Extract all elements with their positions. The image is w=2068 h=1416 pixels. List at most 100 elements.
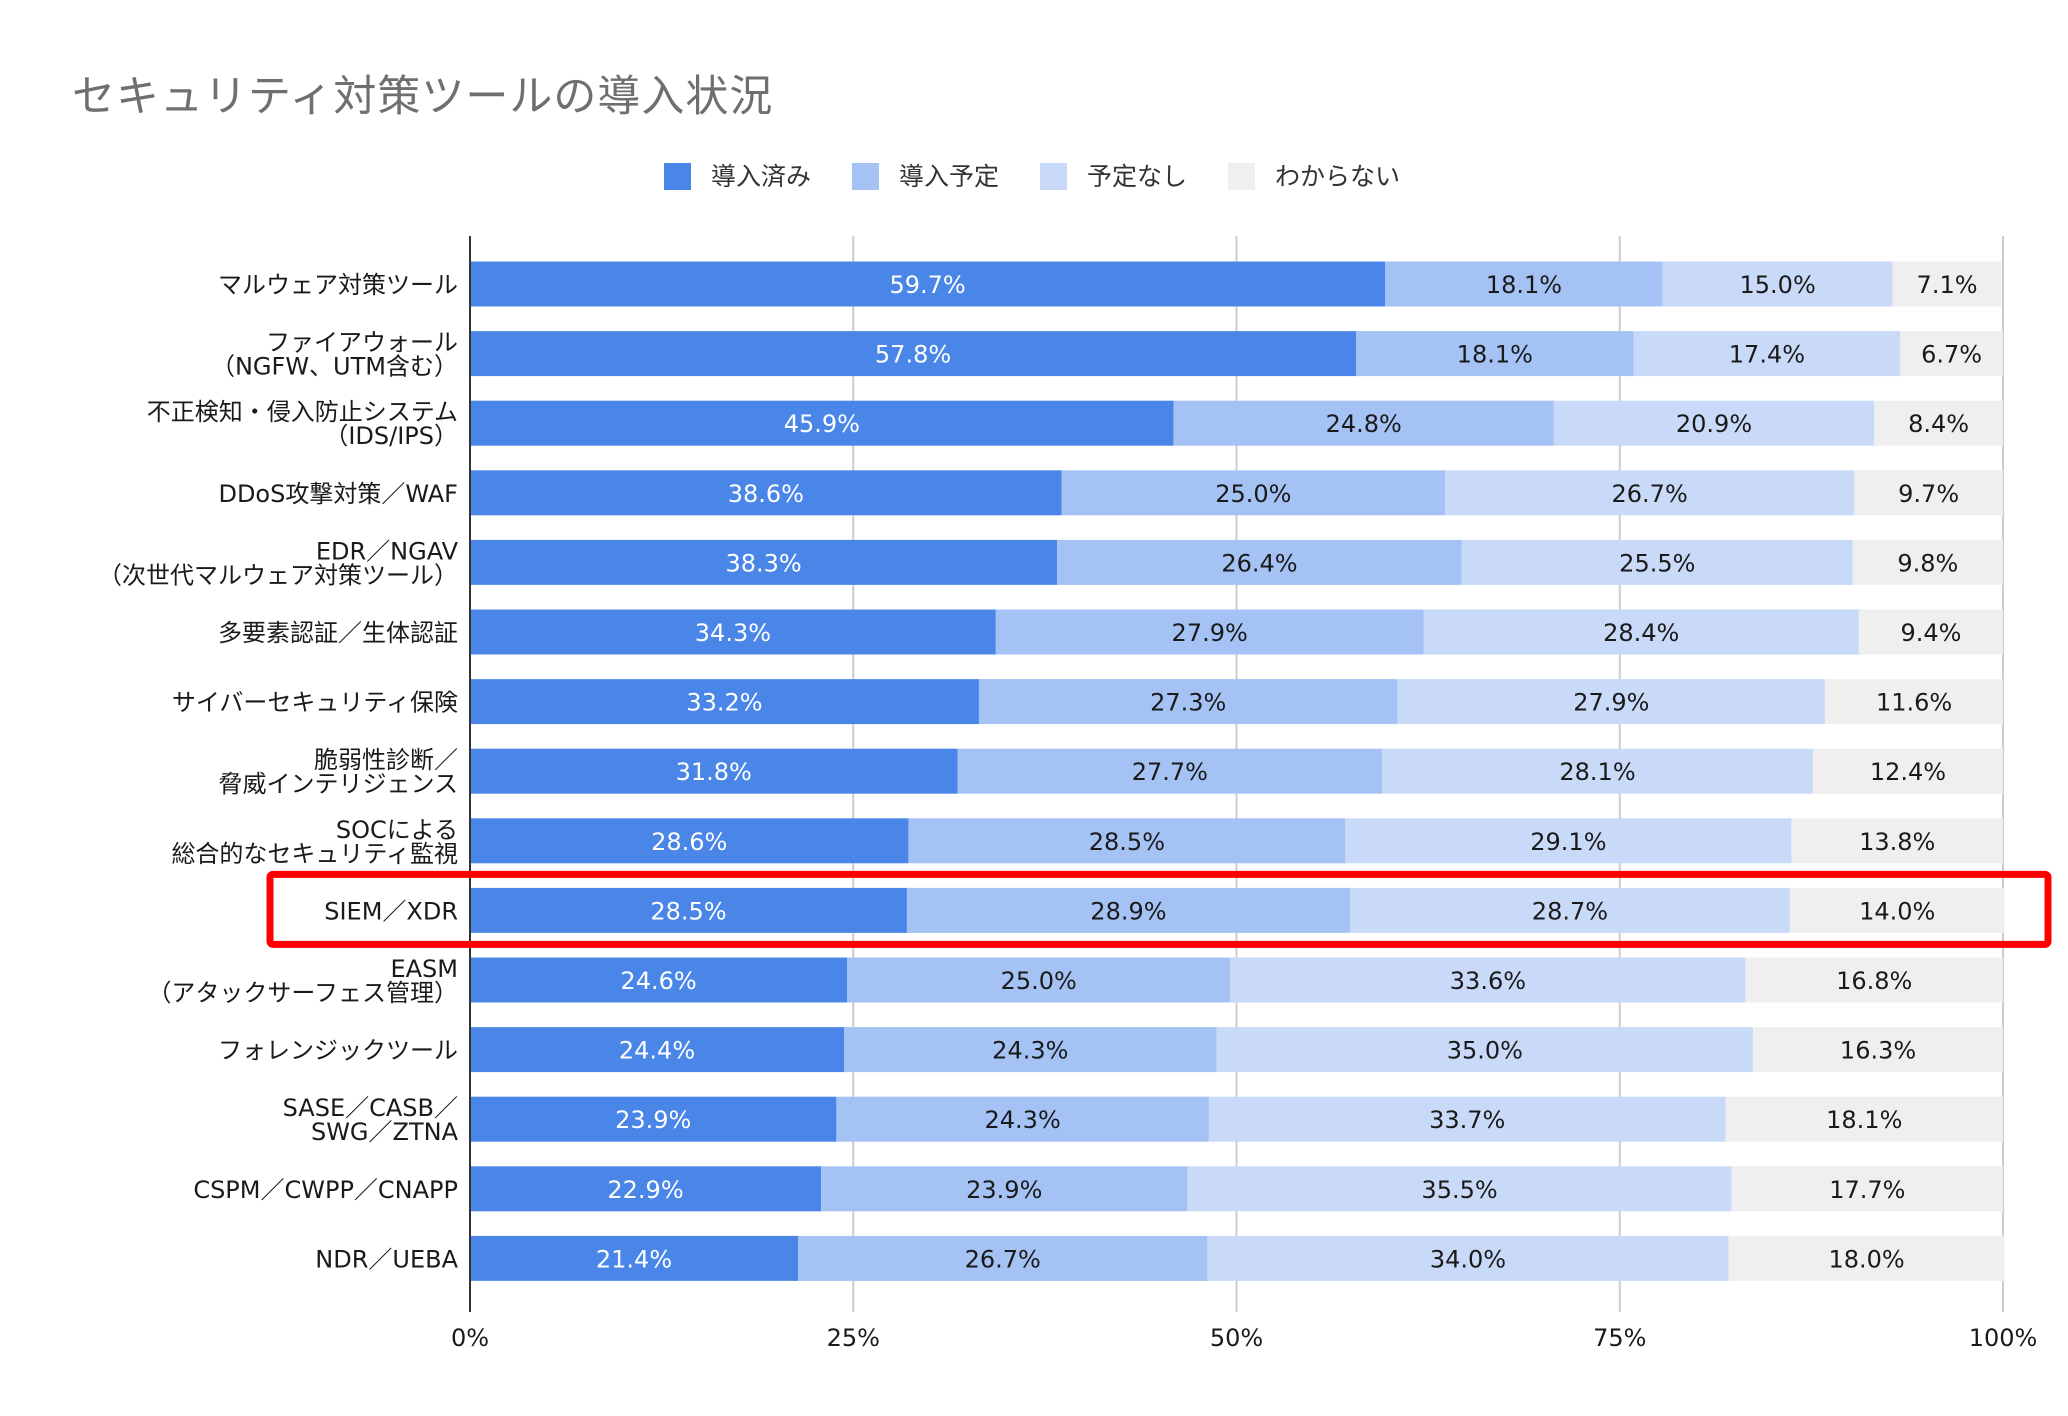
- bar-segment: [470, 1027, 845, 1073]
- legend-swatch: [1040, 163, 1067, 190]
- data-label: 33.2%: [686, 689, 762, 717]
- category-label: サイバーセキュリティ保険: [172, 689, 458, 717]
- bar-segment: [470, 957, 848, 1003]
- category-label: DDoS攻撃対策／WAF: [218, 480, 458, 508]
- data-label: 18.0%: [1828, 1245, 1904, 1273]
- data-label: 6.7%: [1921, 341, 1982, 369]
- bar-segment: [995, 609, 1424, 655]
- category-label: （次世代マルウェア対策ツール）: [98, 561, 458, 589]
- data-label: 35.5%: [1421, 1176, 1497, 1204]
- legend-swatch: [852, 163, 879, 190]
- data-label: 59.7%: [889, 271, 965, 299]
- data-label: 35.0%: [1447, 1037, 1523, 1065]
- data-label: 45.9%: [784, 410, 860, 438]
- category-label: SOCによる: [336, 816, 458, 844]
- data-label: 11.6%: [1876, 689, 1952, 717]
- bar-segment: [1216, 1027, 1754, 1073]
- legend-label: わからない: [1275, 162, 1400, 191]
- data-label: 23.9%: [966, 1176, 1042, 1204]
- bar-segment: [1791, 818, 2003, 864]
- data-label: 57.8%: [875, 341, 951, 369]
- bar-segment: [1874, 400, 2003, 446]
- category-label: 多要素認証／生体認証: [218, 619, 458, 647]
- bar-segment: [1633, 331, 1901, 377]
- data-label: 27.9%: [1573, 689, 1649, 717]
- data-label: 24.3%: [985, 1106, 1061, 1134]
- bar-segment: [1852, 539, 2003, 585]
- category-label: ファイアウォール: [266, 329, 458, 357]
- bar-segment: [1892, 261, 2002, 307]
- bar-segment: [1349, 887, 1790, 933]
- bar-segment: [906, 887, 1350, 933]
- bar-segment: [978, 679, 1398, 725]
- data-label: 24.6%: [620, 967, 696, 995]
- bar-segment: [1356, 331, 1634, 377]
- x-tick-label: 50%: [1210, 1324, 1263, 1352]
- x-tick-label: 100%: [1969, 1324, 2038, 1352]
- data-label: 27.7%: [1132, 758, 1208, 786]
- bar-segment: [1753, 1027, 2003, 1073]
- bar-segment: [1553, 400, 1875, 446]
- data-label: 33.7%: [1429, 1106, 1505, 1134]
- data-label: 25.5%: [1619, 549, 1695, 577]
- data-label: 17.4%: [1729, 341, 1805, 369]
- bar-segment: [470, 1096, 837, 1142]
- bar-segment: [1745, 957, 2003, 1003]
- data-label: 34.3%: [695, 619, 771, 647]
- data-label: 29.1%: [1530, 828, 1606, 856]
- data-label: 28.4%: [1603, 619, 1679, 647]
- data-label: 8.4%: [1908, 410, 1969, 438]
- bar-segment: [470, 818, 909, 864]
- bar-segment: [1662, 261, 1893, 307]
- data-label: 28.5%: [650, 897, 726, 925]
- data-label: 12.4%: [1870, 758, 1946, 786]
- data-label: 21.4%: [596, 1245, 672, 1273]
- category-label: （アタックサーフェス管理）: [147, 979, 458, 1007]
- data-label: 13.8%: [1859, 828, 1935, 856]
- bar-segment: [1057, 539, 1462, 585]
- legend-label: 導入済み: [711, 162, 811, 191]
- data-label: 25.0%: [1215, 480, 1291, 508]
- data-label: 28.6%: [651, 828, 727, 856]
- bar-segment: [1345, 818, 1792, 864]
- data-label: 27.3%: [1150, 689, 1226, 717]
- bar-segment: [908, 818, 1346, 864]
- category-label: SWG／ZTNA: [311, 1118, 459, 1146]
- data-label: 38.3%: [725, 549, 801, 577]
- bar-segment: [1461, 539, 1853, 585]
- bar-segment: [470, 261, 1386, 307]
- data-label: 9.8%: [1897, 549, 1958, 577]
- legend-label: 予定なし: [1087, 162, 1187, 191]
- bar-segment: [847, 957, 1231, 1003]
- data-label: 18.1%: [1457, 341, 1533, 369]
- data-label: 9.7%: [1898, 480, 1959, 508]
- bar-segment: [470, 1235, 799, 1281]
- data-label: 7.1%: [1917, 271, 1978, 299]
- bar-segment: [1423, 609, 1859, 655]
- data-label: 33.6%: [1450, 967, 1526, 995]
- bar-segment: [836, 1096, 1209, 1142]
- data-label: 26.7%: [1612, 480, 1688, 508]
- bar-segment: [1173, 400, 1554, 446]
- data-label: 24.8%: [1326, 410, 1402, 438]
- data-label: 25.0%: [1001, 967, 1077, 995]
- category-label: フォレンジックツール: [218, 1037, 458, 1065]
- category-label: EDR／NGAV: [316, 537, 459, 565]
- bar-segment: [1230, 957, 1746, 1003]
- bar-segment: [470, 609, 996, 655]
- bar-segment: [1725, 1096, 2003, 1142]
- bar-segment: [1858, 609, 2003, 655]
- bar-segment: [1207, 1235, 1729, 1281]
- category-label: 脆弱性診断／: [314, 746, 458, 774]
- category-label: （IDS/IPS）: [324, 422, 458, 450]
- category-label: SASE／CASB／: [283, 1094, 458, 1122]
- bar-segment: [1731, 1166, 2003, 1212]
- bar-segment: [957, 748, 1383, 794]
- data-label: 20.9%: [1676, 410, 1752, 438]
- highlight-box: [266, 870, 2052, 948]
- data-label: 22.9%: [607, 1176, 683, 1204]
- data-label: 27.9%: [1172, 619, 1248, 647]
- data-label: 15.0%: [1740, 271, 1816, 299]
